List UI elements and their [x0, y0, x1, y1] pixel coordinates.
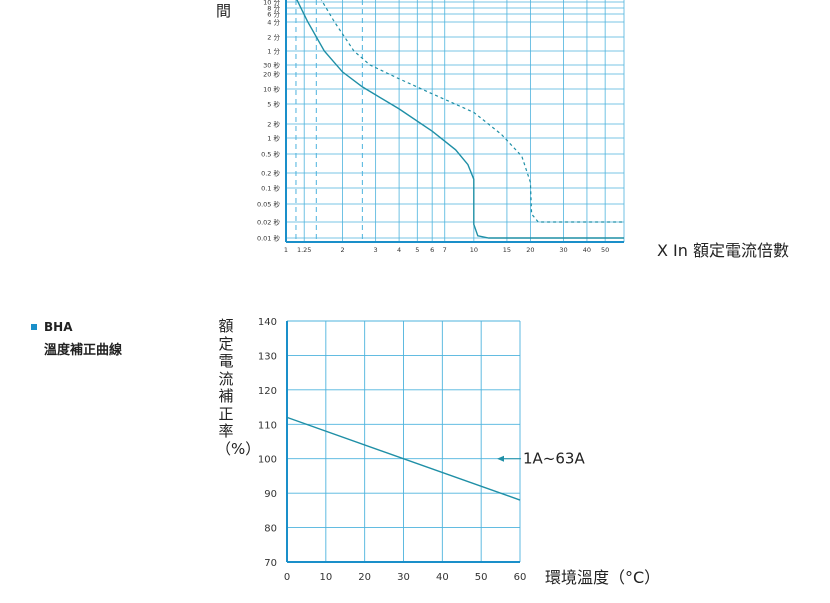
trip-chart-x-tick-label: 7 — [443, 246, 447, 254]
trip-chart-y-tick-label: 1 秒 — [267, 134, 280, 143]
trip-chart-x-axis-label: X In 額定電流倍數 — [657, 241, 789, 260]
trip-chart-x-tick-label: 30 — [559, 246, 567, 254]
trip-chart-x-tick-label: 1.25 — [297, 246, 311, 254]
trip-chart-y-tick-label: 30 秒 — [263, 61, 280, 70]
temp-chart-x-tick-label: 10 — [319, 572, 332, 583]
temp-chart-y-tick-label: 80 — [264, 524, 277, 535]
trip-chart-y-tick-label: 0.2 秒 — [261, 169, 280, 178]
trip-curve-lower — [296, 0, 624, 239]
trip-chart-x-tick-label: 40 — [583, 246, 591, 254]
temp-chart-y-tick-label: 100 — [258, 455, 277, 466]
trip-chart-x-tick-label: 1 — [284, 246, 288, 254]
trip-chart-y-tick-label: 10 秒 — [263, 85, 280, 94]
trip-chart-x-tick-label: 6 — [430, 246, 434, 254]
bha-title: BHA — [44, 320, 73, 334]
temp-chart-x-tick-label: 30 — [397, 572, 410, 583]
trip-chart-x-tick-label: 15 — [503, 246, 511, 254]
temp-annotation-label: 1A~63A — [523, 450, 585, 468]
temp-chart-y-tick-label: 110 — [258, 420, 277, 431]
temp-annotation-arrow-icon — [497, 455, 504, 462]
bha-bullet-icon — [31, 324, 37, 330]
trip-chart-y-tick-label: 4 分 — [267, 18, 280, 27]
temp-chart-x-tick-label: 0 — [284, 572, 290, 583]
temp-chart-y-tick-label: 120 — [258, 386, 277, 397]
trip-chart-y-axis-label: 間 — [216, 2, 232, 20]
trip-chart-y-tick-label: 1 分 — [267, 47, 280, 56]
temp-chart-y-tick-label: 140 — [258, 317, 277, 328]
trip-curve-upper — [320, 0, 624, 223]
trip-chart-y-tick-label: 2 秒 — [267, 120, 280, 129]
trip-chart-y-tick-label: 6 分 — [267, 10, 280, 19]
temp-chart-x-axis-label: 環境溫度（°C） — [545, 568, 661, 587]
trip-chart-x-tick-label: 20 — [526, 246, 534, 254]
trip-chart-y-tick-label: 10 分 — [263, 0, 280, 7]
temp-chart-y-tick-label: 70 — [264, 558, 277, 569]
bha-subtitle: 溫度補正曲線 — [44, 343, 123, 358]
trip-chart-y-tick-label: 0.5 秒 — [261, 150, 280, 159]
trip-chart-y-tick-label: 2 分 — [267, 33, 280, 42]
trip-chart-x-tick-label: 10 — [470, 246, 478, 254]
trip-chart-x-tick-label: 3 — [374, 246, 378, 254]
trip-chart-y-tick-label: 0.1 秒 — [261, 184, 280, 193]
temp-chart-x-tick-label: 60 — [514, 572, 527, 583]
temp-chart-x-tick-label: 40 — [436, 572, 449, 583]
temp-chart-x-tick-label: 20 — [358, 572, 371, 583]
trip-chart-y-tick-label: 0.02 秒 — [257, 218, 281, 227]
trip-chart-y-tick-label: 20 秒 — [263, 70, 280, 79]
temp-chart-y-tick-label: 130 — [258, 351, 277, 362]
trip-chart-y-tick-label: 5 秒 — [267, 100, 280, 109]
temp-chart-y-tick-label: 90 — [264, 489, 277, 500]
trip-chart-y-tick-label: 8 分 — [267, 4, 280, 13]
trip-chart-y-tick-label: 0.01 秒 — [257, 234, 281, 243]
trip-chart-x-tick-label: 5 — [415, 246, 419, 254]
trip-chart-x-tick-label: 50 — [601, 246, 609, 254]
trip-chart-y-tick-label: 0.05 秒 — [257, 200, 281, 209]
temp-chart-x-tick-label: 50 — [475, 572, 488, 583]
trip-chart-x-tick-label: 2 — [340, 246, 344, 254]
temp-correction-line — [286, 416, 521, 501]
trip-chart-x-tick-label: 4 — [397, 246, 401, 254]
